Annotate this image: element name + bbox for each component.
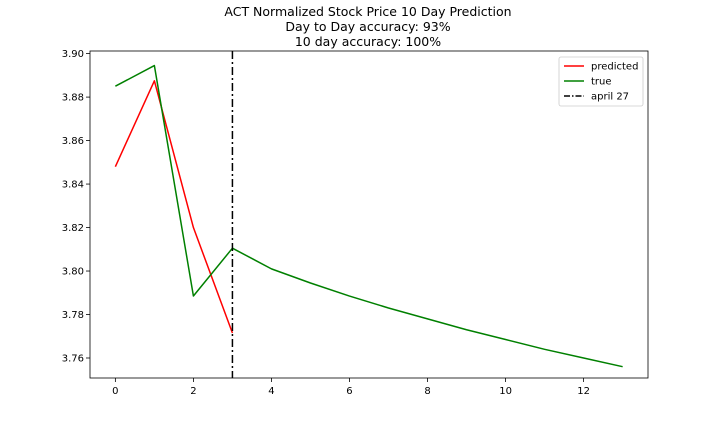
x-tick-label-0: 0 [112,386,118,397]
legend-label-true: true [591,77,612,88]
x-tick-label-10: 10 [499,386,512,397]
title-line-1: ACT Normalized Stock Price 10 Day Predic… [224,4,511,19]
legend-label-april-27: april 27 [591,92,629,103]
legend-box [558,56,644,107]
series-line-predicted [114,80,234,334]
x-tick-label-6: 6 [346,386,352,397]
axes-frame [89,50,649,379]
x-tick-label-12: 12 [577,386,590,397]
x-tick-label-2: 2 [190,386,196,397]
y-tick-label-3.82: 3.82 [62,223,84,234]
y-tick-label-3.78: 3.78 [62,310,84,321]
plot-area [114,51,623,378]
chart-title: ACT Normalized Stock Price 10 Day Predic… [224,4,511,49]
y-tick-label-3.88: 3.88 [62,93,84,104]
legend-label-predicted: predicted [591,62,638,73]
title-line-2: Day to Day accuracy: 93% [285,19,450,34]
axes: 0 2 4 6 8 10 12 3.76 3.78 3.80 3.82 3.84 3.86 3.88 3.9… [62,49,649,397]
title-line-3: 10 day accuracy: 100% [295,34,441,49]
y-tick-label-3.84: 3.84 [62,180,84,191]
x-tick-label-4: 4 [268,386,274,397]
legend: predicted true april 27 [558,56,644,107]
y-tick-label-3.76: 3.76 [62,353,84,364]
y-tick-label-3.86: 3.86 [62,136,84,147]
y-tick-label-3.90: 3.90 [62,49,84,60]
x-tick-label-8: 8 [424,386,430,397]
series-line-true [115,64,623,368]
y-tick-label-3.80: 3.80 [62,267,84,278]
